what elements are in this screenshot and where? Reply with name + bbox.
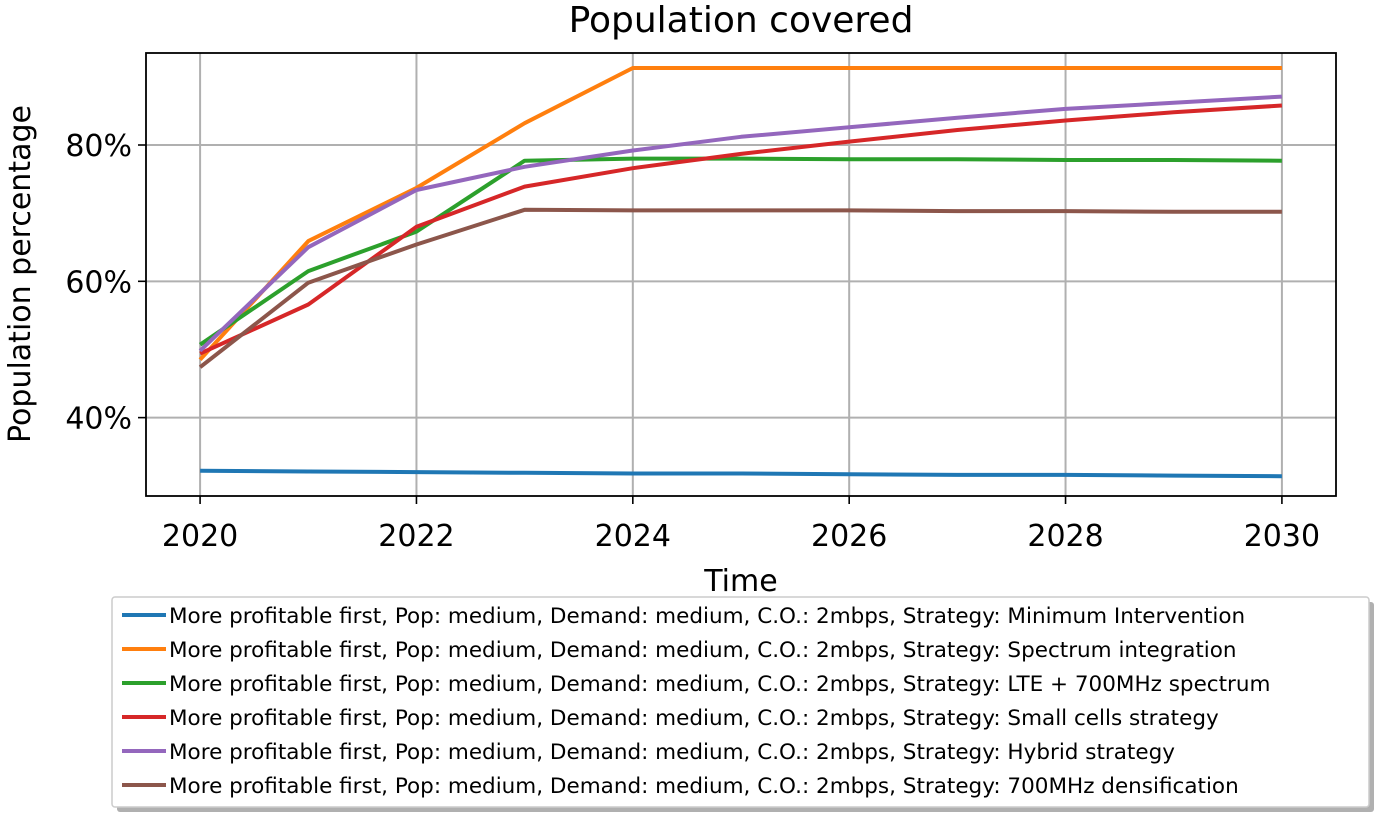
x-axis-label: Time bbox=[703, 564, 777, 599]
x-tick-label: 2030 bbox=[1244, 519, 1320, 554]
legend-entry-5: More profitable first, Pop: medium, Dema… bbox=[169, 740, 1175, 765]
series-line-2 bbox=[198, 66, 1282, 362]
series-line-4 bbox=[199, 103, 1283, 356]
x-tick-label: 2028 bbox=[1027, 519, 1103, 554]
legend-box bbox=[111, 596, 1370, 808]
y-axis-label: Population percentage bbox=[3, 105, 38, 443]
x-tick-label: 2020 bbox=[162, 519, 238, 554]
series-lines bbox=[198, 66, 1283, 479]
legend-entry-3: More profitable first, Pop: medium, Dema… bbox=[169, 672, 1270, 697]
legend: More profitable first, Pop: medium, Dema… bbox=[111, 596, 1374, 812]
legend-entry-6: More profitable first, Pop: medium, Dema… bbox=[169, 774, 1239, 799]
series-line-1 bbox=[200, 468, 1282, 479]
y-axis: 40% 60% 80% bbox=[65, 129, 146, 437]
y-tick-label: 80% bbox=[65, 129, 132, 164]
series-line-6 bbox=[198, 207, 1282, 369]
y-tick-label: 40% bbox=[65, 402, 132, 437]
series-line-5 bbox=[198, 94, 1283, 353]
legend-entry-1: More profitable first, Pop: medium, Dema… bbox=[169, 604, 1245, 629]
plot-frame bbox=[145, 52, 1337, 497]
x-tick-label: 2024 bbox=[595, 519, 671, 554]
x-tick-label: 2022 bbox=[378, 519, 454, 554]
legend-entry-4: More profitable first, Pop: medium, Dema… bbox=[169, 706, 1219, 731]
y-tick-label: 60% bbox=[65, 265, 132, 300]
x-tick-label: 2026 bbox=[811, 519, 887, 554]
x-axis: 2020 2022 2024 2026 2028 2030 bbox=[162, 496, 1320, 554]
chart-title: Population covered bbox=[569, 0, 914, 41]
grid bbox=[146, 53, 1336, 496]
series-line-3 bbox=[198, 156, 1282, 347]
legend-entry-2: More profitable first, Pop: medium, Dema… bbox=[169, 638, 1237, 663]
